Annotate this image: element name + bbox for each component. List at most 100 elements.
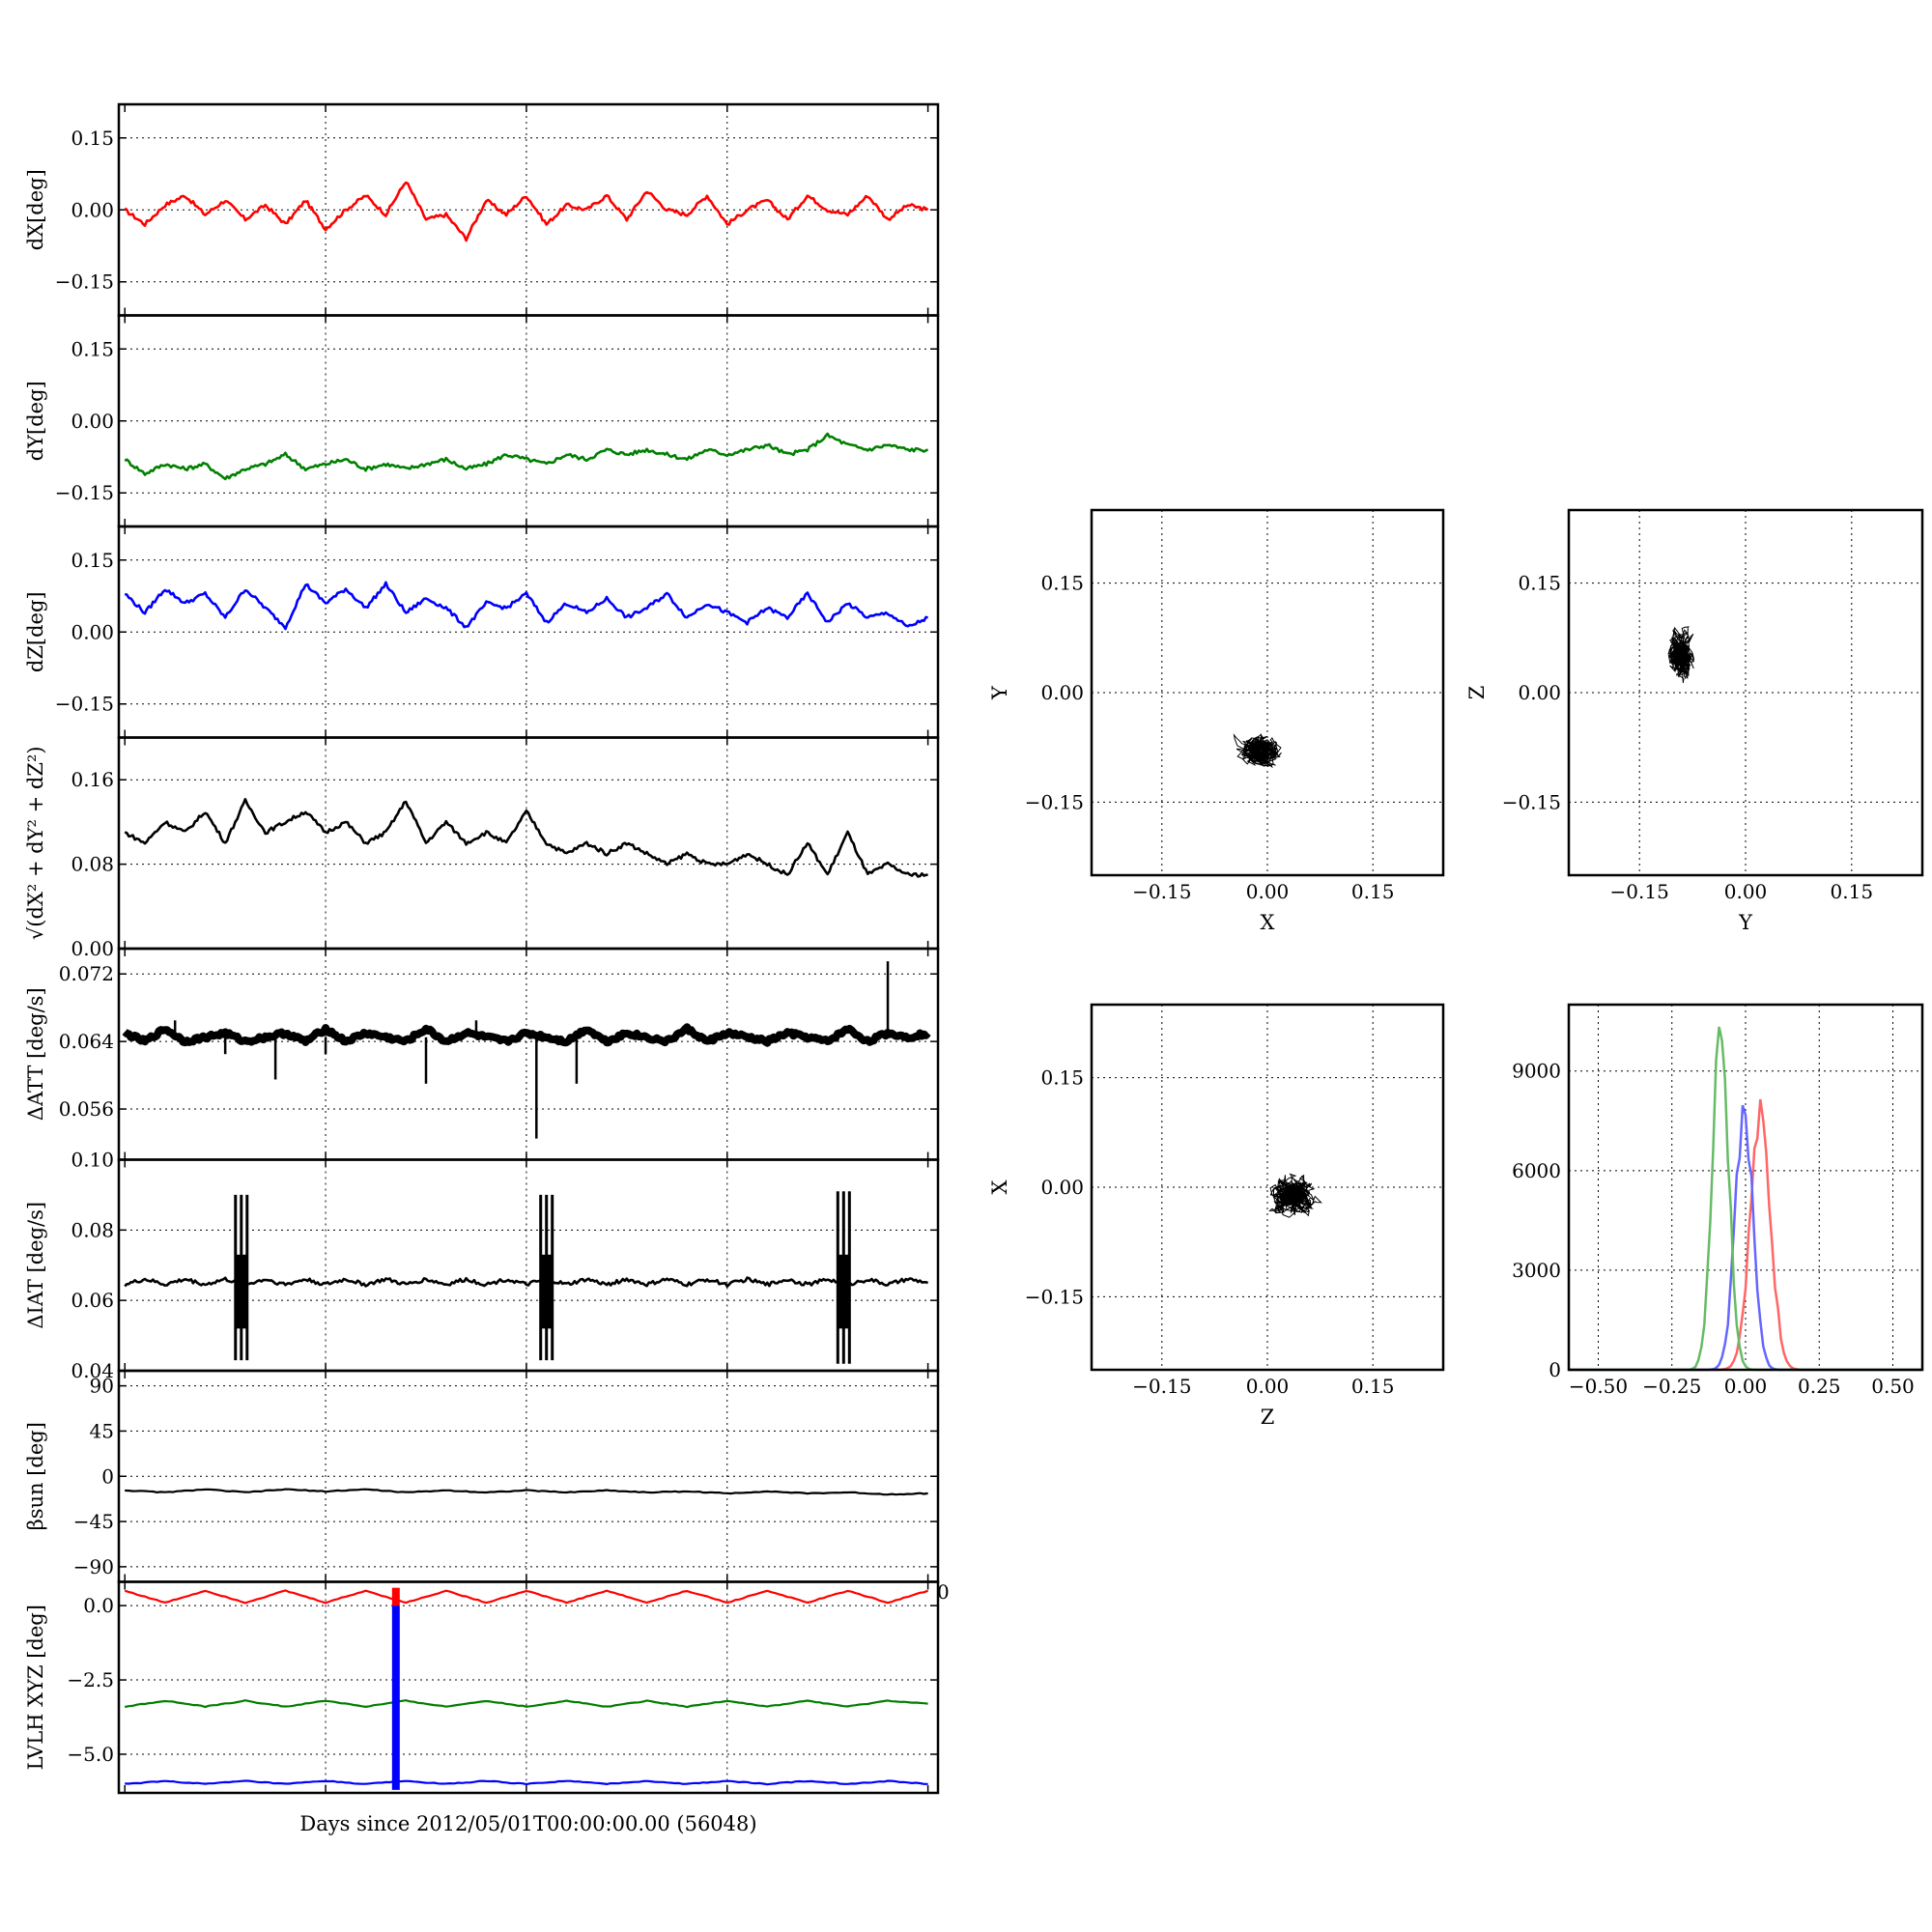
burst-core [540,1254,553,1329]
series-line [124,1699,928,1709]
ylabel: βsun [deg] [24,1422,47,1530]
ylabel: dX[deg] [24,169,47,250]
xtick-label: 0.15 [1351,1375,1395,1398]
panel-frame [1090,508,1445,877]
xtick-label: −0.15 [1132,880,1191,903]
ytick-label: 0.064 [59,1030,114,1053]
panel-dIAT: 0.10 0.08 0.06 0.04 ΔIAT [deg/s] [24,1149,940,1382]
panel-dR: 0.16 0.08 0.00 √(dX² + dY² + dZ²) [24,736,940,960]
ylabel: √(dX² + dY² + dZ²) [24,746,47,940]
ytick-label: −90 [73,1555,114,1578]
ytick-label: 0.06 [71,1289,114,1312]
ytick-label: 0 [1548,1358,1561,1381]
panel-frame [1567,1003,1924,1372]
ytick-label: 9000 [1512,1060,1561,1083]
panel-frame [1090,1003,1445,1372]
ytick-label: −0.15 [1025,1285,1084,1308]
xlabel: X [1261,911,1275,934]
panels: 0.150.00−0.15dX[deg]0.150.00−0.15dY[deg]… [24,102,1924,1795]
ytick-label: −0.15 [1502,790,1561,813]
xtick-label: 0.15 [1831,880,1874,903]
panel-frame [117,736,940,951]
xtick-label: 0.00 [1724,1375,1768,1398]
ylabel: Y [988,685,1011,700]
ytick-label: 0.056 [59,1097,114,1121]
xlabel: Y [1738,911,1753,934]
series-line [122,1023,931,1047]
ylabel: LVLH XYZ [deg] [24,1605,47,1770]
ytick-label: −2.5 [67,1668,114,1691]
ylabel: dY[deg] [24,381,47,461]
series-line [124,798,928,878]
ylabel: Z [1465,686,1489,700]
ytick-label: 3000 [1512,1259,1561,1282]
ytick-label: 0.10 [71,1149,114,1172]
ytick-label: 0.16 [71,768,114,791]
ytick-label: −0.15 [55,481,114,504]
ylabel: X [988,1179,1011,1194]
ylabel: dZ[deg] [24,591,47,672]
ytick-label: 0.00 [71,937,114,960]
ytick-label: 6000 [1512,1159,1561,1182]
ytick-label: −45 [73,1510,114,1533]
panel-dX: 0.15 0.00 −0.15 dX[deg] [24,102,940,317]
series-line [124,1276,929,1288]
ytick-label: 0.15 [1518,572,1561,595]
panel-lvlh: 0.0 −2.5 −5.0 LVLH XYZ [deg] [24,1580,940,1795]
ytick-label: 0.15 [71,549,114,572]
ytick-label: 0.15 [71,337,114,360]
ytick-label: 0.08 [71,1218,114,1241]
ytick-label: 0.00 [71,620,114,643]
xtick-label: −0.25 [1642,1375,1701,1398]
burst-core [235,1254,247,1329]
ytick-label: −0.15 [1025,790,1084,813]
series-line [125,1488,928,1496]
burst-core [838,1254,850,1329]
series-line [124,581,928,631]
ytick-label: 0.00 [1040,1176,1084,1199]
stray-tick-label: 0 [937,1580,950,1604]
ytick-label: 0 [101,1464,114,1488]
time-axis-label: Days since 2012/05/01T00:00:00.00 (56048… [299,1812,756,1835]
series-line [124,181,929,242]
xtick-label: 0.00 [1246,880,1290,903]
ytick-label: −0.15 [55,693,114,716]
panel-frame [117,1580,940,1795]
xtick-label: −0.15 [1610,880,1669,903]
ytick-label: 0.072 [59,962,114,985]
xtick-label: 0.00 [1724,880,1768,903]
scatter-trace [1268,1173,1322,1218]
ytick-label: 0.04 [71,1359,114,1382]
ytick-label: 0.15 [1040,572,1084,595]
scatter-trace [1233,733,1282,769]
panel-beta: 90 45 0 −45 −90 βsun [deg] [24,1369,940,1583]
xtick-label: −0.15 [1132,1375,1191,1398]
series-line [124,1589,928,1605]
ytick-label: 0.00 [1040,681,1084,704]
ytick-label: 0.15 [71,127,114,150]
series-line [125,1779,928,1786]
ytick-label: 0.0 [83,1594,114,1617]
xtick-label: 0.00 [1246,1375,1290,1398]
panel-dY: 0.15 0.00 −0.15 dY[deg] [24,314,940,528]
scatter-YZ: −0.15 −0.15 0.00 0.00 0.15 0.15 Y Z [1465,508,1924,934]
xtick-label: 0.50 [1871,1375,1915,1398]
ytick-label: 0.00 [1518,681,1561,704]
ytick-label: 0.15 [1040,1066,1084,1090]
ytick-label: 45 [90,1419,114,1442]
xtick-label: 0.25 [1798,1375,1841,1398]
ytick-label: 0.08 [71,853,114,876]
histogram: −0.50 −0.25 0.00 0.25 0.50 0 3000 6000 9000 [1512,1003,1924,1398]
ytick-label: −0.15 [55,270,114,294]
panel-dZ: 0.15 0.00 −0.15 dZ[deg] [24,525,940,739]
ytick-label: −5.0 [67,1743,114,1766]
scatter-XY: −0.15 −0.15 0.00 0.00 0.15 0.15 X Y [988,508,1445,934]
ytick-label: 0.00 [71,198,114,221]
xtick-label: 0.15 [1351,880,1395,903]
scatter-trace [1667,626,1695,683]
panel-dATT: 0.072 0.064 0.056 ΔATT [deg/s] [24,947,940,1161]
xtick-label: −0.50 [1569,1375,1628,1398]
ytick-label: 0.00 [71,410,114,433]
panel-frame [117,947,940,1161]
